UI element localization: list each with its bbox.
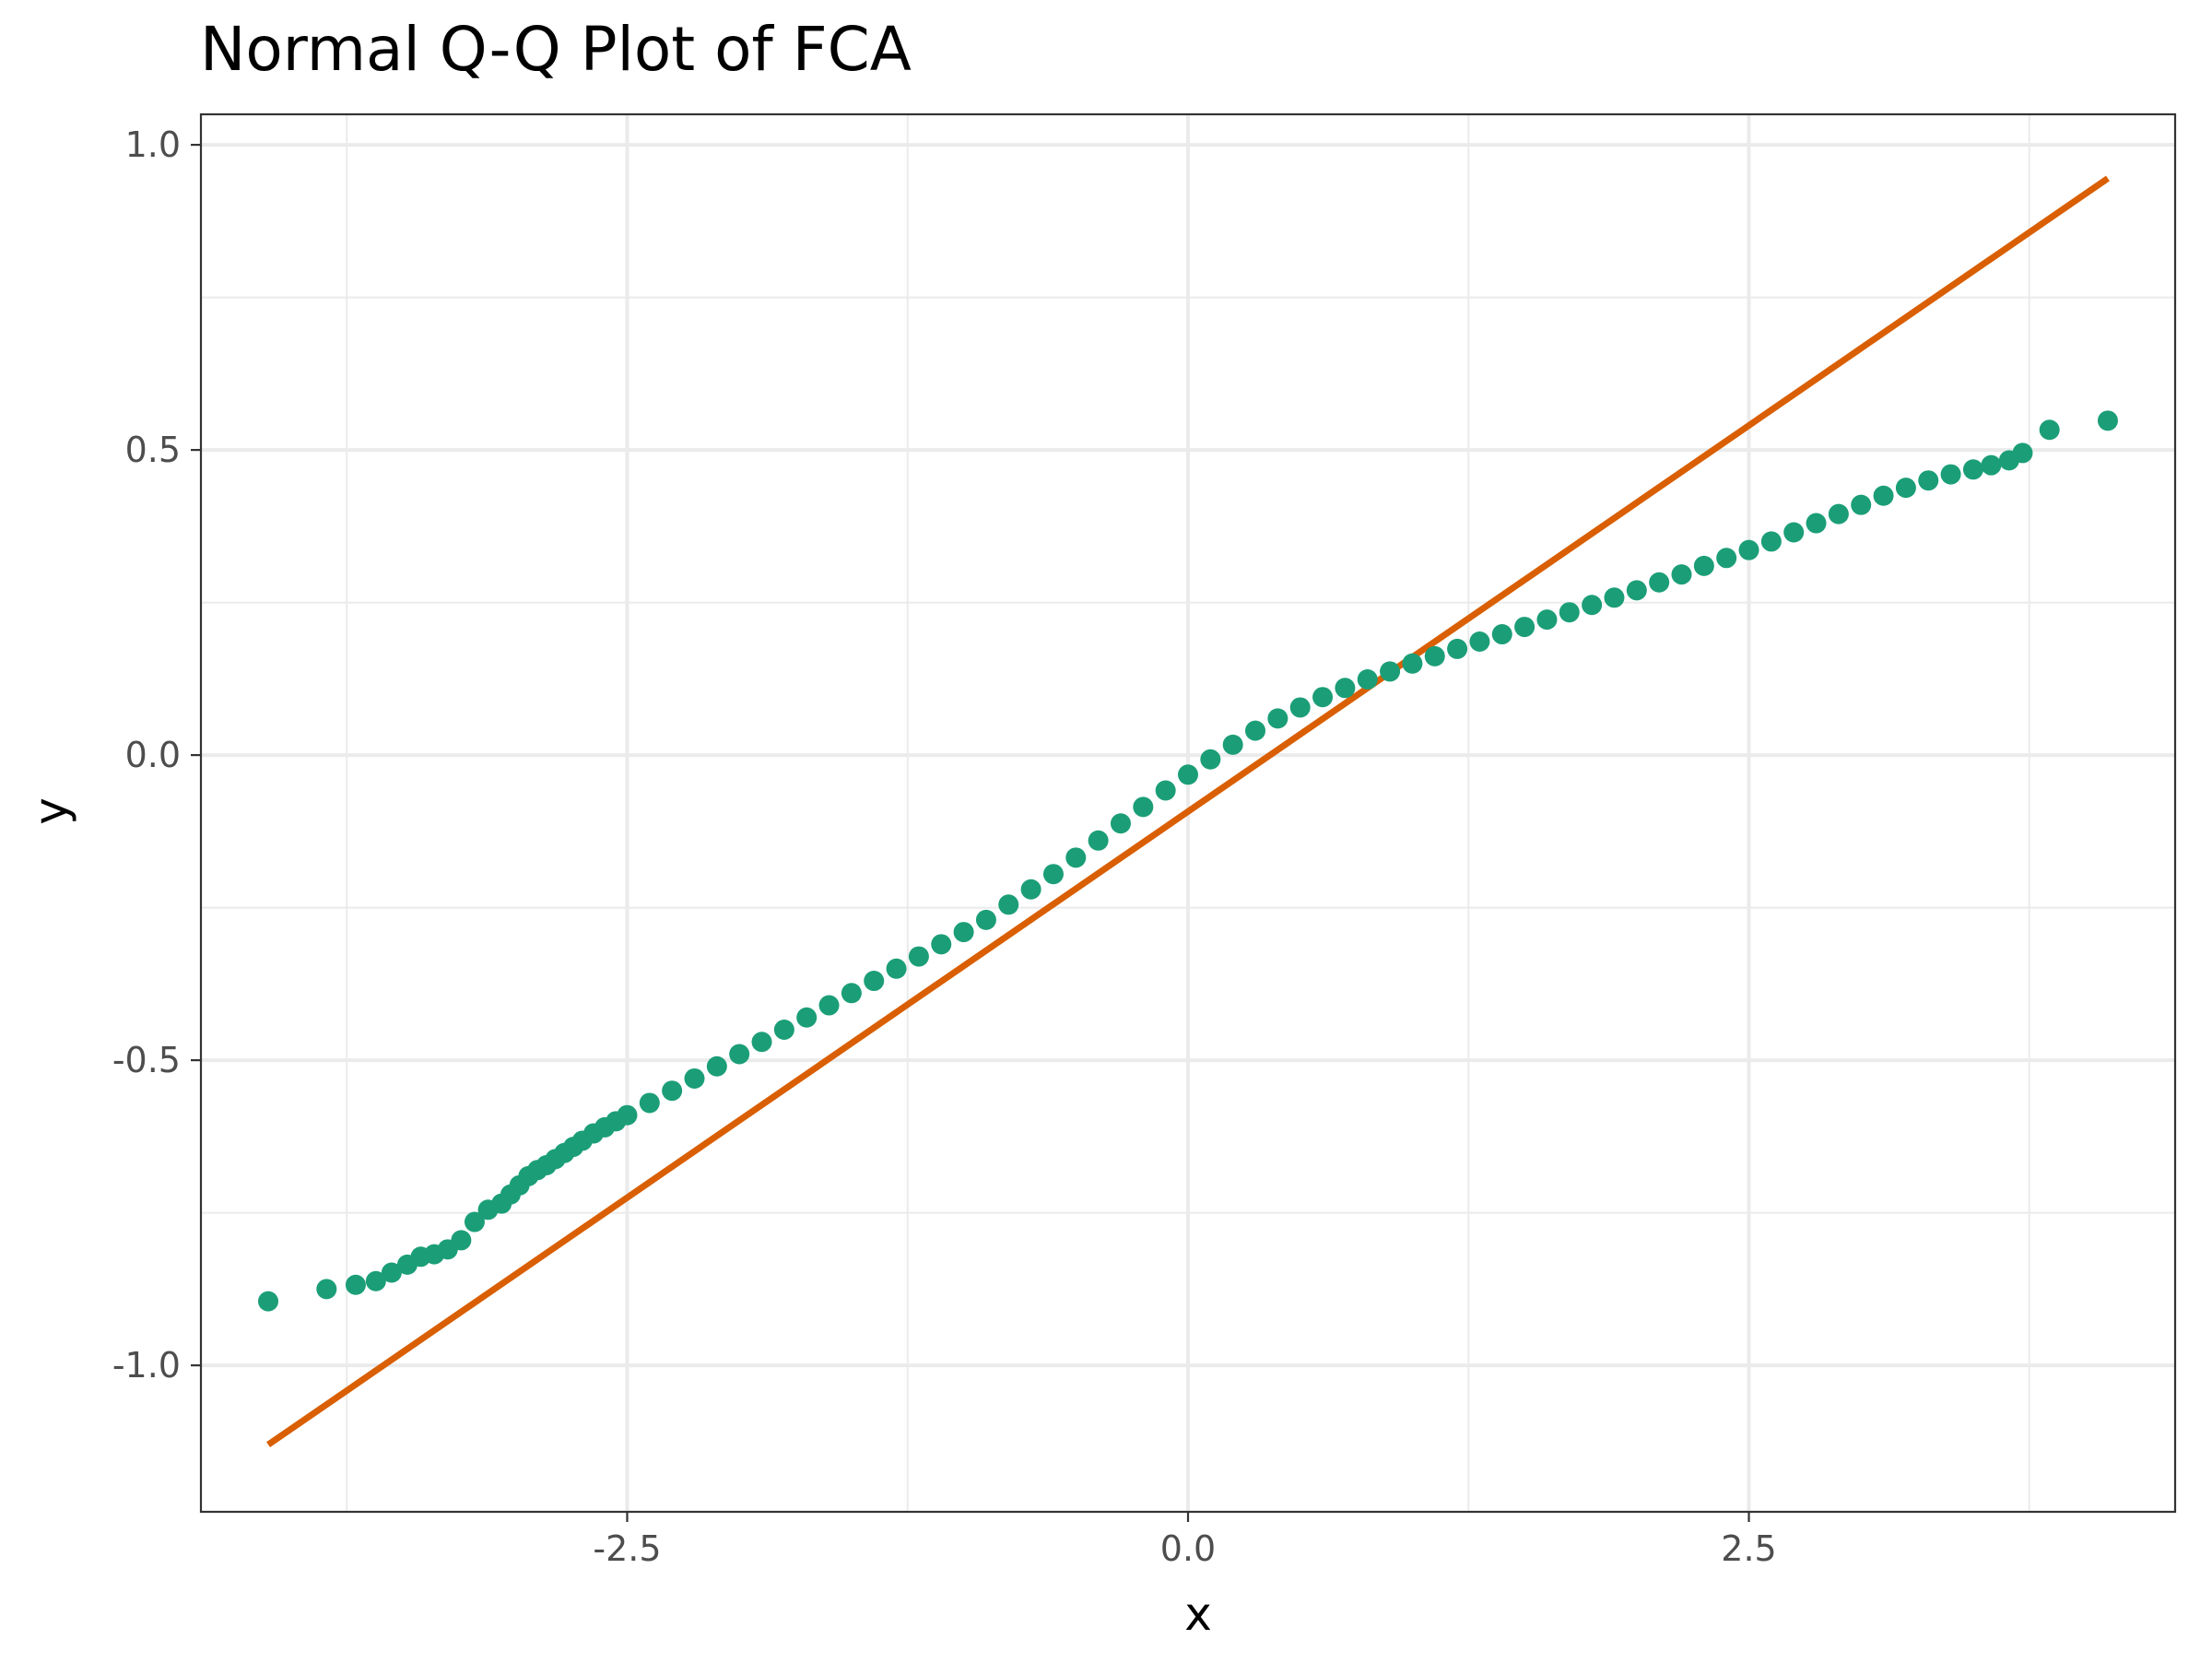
data-point [662, 1080, 683, 1102]
data-point [1851, 494, 1872, 515]
data-point [365, 1270, 386, 1291]
data-point [451, 1230, 472, 1251]
data-point [345, 1274, 366, 1295]
data-point [886, 958, 907, 979]
data-point [908, 946, 929, 967]
data-point [773, 1020, 794, 1041]
data-point [1424, 645, 1445, 666]
x-tick-label: 2.5 [1721, 1528, 1776, 1569]
data-point [1918, 470, 1939, 491]
data-point [1783, 522, 1805, 543]
data-point [1582, 595, 1603, 616]
y-tick-label: -1.0 [112, 1345, 181, 1386]
reference-line [266, 175, 2110, 1448]
chart-title: Normal Q-Q Plot of FCA [200, 14, 912, 85]
data-point [1200, 749, 1221, 770]
data-point [1245, 720, 1266, 741]
data-point [1020, 879, 1041, 900]
data-point [2039, 419, 2060, 441]
data-point [706, 1056, 727, 1077]
data-point [1380, 661, 1401, 682]
data-point [1962, 459, 1983, 480]
data-point [316, 1279, 337, 1300]
data-point [1088, 830, 1109, 851]
data-point [729, 1044, 750, 1065]
data-point [1155, 780, 1176, 801]
data-point [1042, 864, 1064, 885]
data-point [2012, 442, 2033, 464]
data-point [1806, 513, 1827, 534]
x-tick-label: -2.5 [593, 1528, 661, 1569]
data-point [2097, 410, 2118, 431]
data-point [841, 983, 862, 1004]
data-point [1402, 653, 1423, 674]
data-point [1716, 548, 1737, 569]
data-point [1559, 602, 1580, 623]
y-axis-ticks: -1.0 -0.5 0.0 0.5 1.0 [112, 124, 201, 1386]
data-point [1110, 813, 1131, 834]
data-point [639, 1092, 660, 1114]
data-point [1873, 485, 1894, 506]
reference-line-layer [266, 175, 2110, 1448]
data-point [1895, 478, 1916, 499]
data-point [975, 909, 996, 930]
data-point [1760, 531, 1782, 552]
data-point [1671, 564, 1692, 585]
major-grid [201, 114, 2175, 1512]
data-point [1604, 587, 1625, 608]
data-point [1626, 580, 1647, 601]
data-point [1536, 609, 1558, 631]
data-point [617, 1104, 638, 1126]
data-point [464, 1211, 485, 1233]
data-point [1222, 734, 1243, 755]
data-point [1738, 539, 1759, 560]
data-point [1940, 464, 1961, 485]
data-point [1514, 617, 1535, 638]
data-point [1357, 669, 1378, 690]
y-axis-title: y [24, 797, 77, 825]
data-point [1267, 708, 1288, 729]
data-point [1447, 638, 1468, 659]
data-point [818, 995, 840, 1016]
data-point [796, 1007, 818, 1028]
x-axis-ticks: -2.5 0.0 2.5 [593, 1512, 1777, 1569]
data-point [751, 1032, 772, 1053]
data-point [998, 894, 1019, 915]
data-point [1828, 503, 1849, 525]
data-point [258, 1291, 279, 1312]
data-point [864, 971, 885, 992]
data-point [1335, 678, 1356, 699]
data-point [1289, 697, 1311, 718]
data-point [1312, 687, 1334, 708]
data-points [258, 410, 2118, 1312]
data-point [1981, 454, 2002, 476]
x-axis-title: x [1184, 1587, 1212, 1641]
x-tick-label: 0.0 [1160, 1528, 1216, 1569]
data-point [1133, 796, 1154, 818]
y-tick-label: 0.0 [125, 735, 181, 775]
data-point [1469, 631, 1490, 652]
data-point [381, 1262, 402, 1283]
data-point [1491, 624, 1512, 645]
y-tick-label: 1.0 [125, 124, 181, 165]
data-point [1065, 847, 1087, 868]
data-point [1649, 572, 1670, 593]
data-point [931, 934, 952, 955]
data-point [1178, 764, 1198, 785]
data-point [1693, 555, 1714, 576]
data-point [953, 922, 974, 943]
data-point [684, 1067, 705, 1089]
y-tick-label: -0.5 [112, 1040, 181, 1080]
y-tick-label: 0.5 [125, 430, 181, 470]
